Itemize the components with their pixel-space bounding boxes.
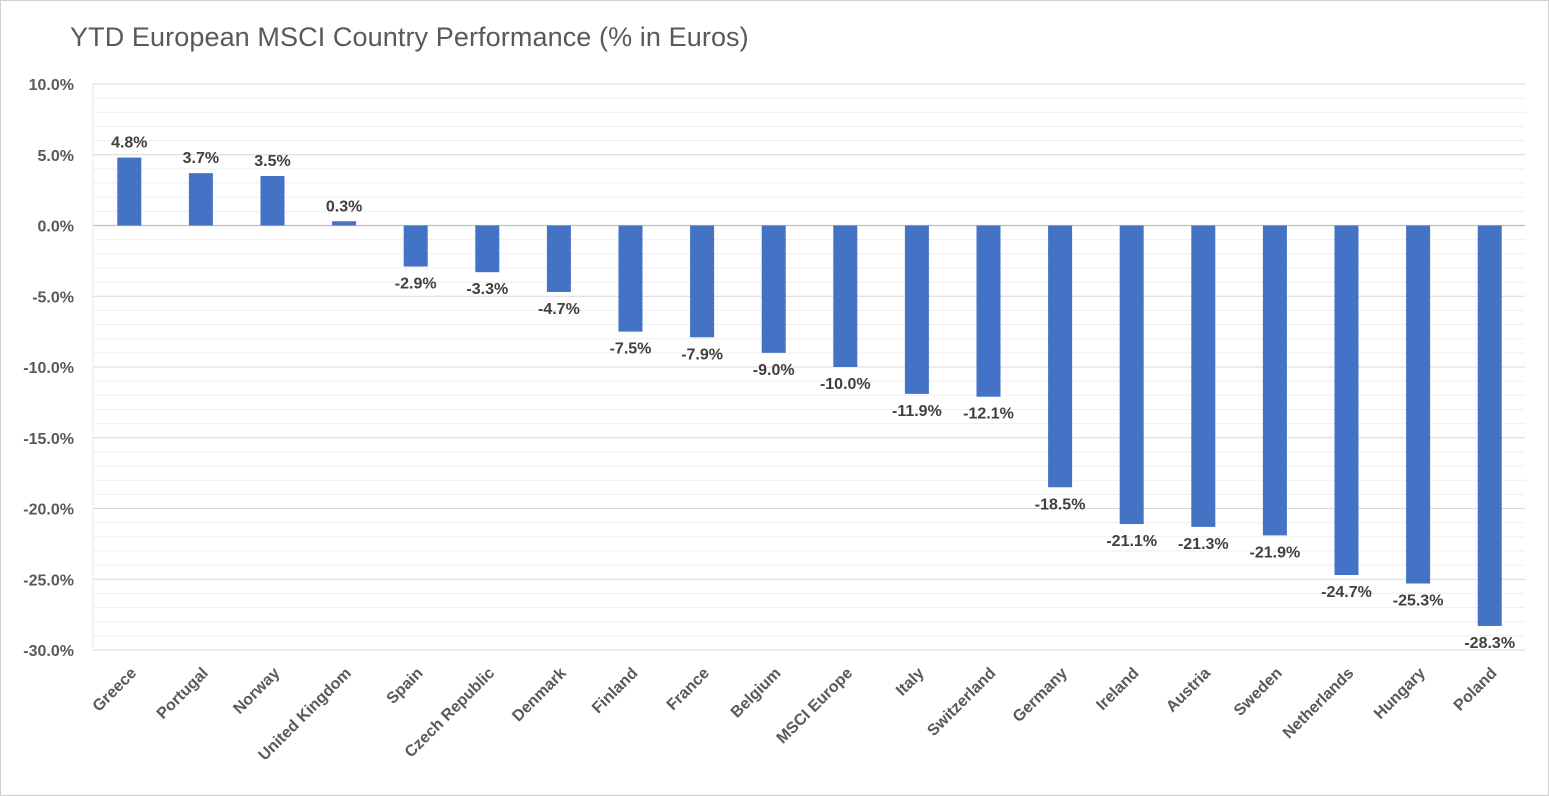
bar <box>761 225 786 353</box>
category-label: France <box>664 665 713 714</box>
bar <box>546 225 571 293</box>
bar <box>1406 225 1431 584</box>
category-label: Hungary <box>1371 665 1429 723</box>
y-tick-label: -30.0% <box>23 643 74 660</box>
bar <box>188 173 213 226</box>
bar <box>618 225 643 332</box>
bar <box>403 225 428 267</box>
bar <box>260 175 285 226</box>
data-label: -3.3% <box>466 281 508 298</box>
category-label: Ireland <box>1093 665 1142 714</box>
bar <box>1119 225 1144 525</box>
data-label: -11.9% <box>892 403 942 420</box>
data-label: -7.9% <box>681 346 723 363</box>
bars <box>117 157 1502 626</box>
data-labels: 4.8% 3.7% 3.5% 0.3% -2.9% -3.3% -4.7% -7.5% -7.9… <box>111 135 1515 652</box>
data-label: -10.0% <box>820 376 871 393</box>
y-tick-label: -5.0% <box>32 289 74 306</box>
y-tick-label: 10.0% <box>29 77 74 94</box>
bar <box>1477 225 1502 626</box>
bar <box>833 225 858 367</box>
category-label: Poland <box>1451 665 1501 715</box>
data-label: -9.0% <box>753 362 795 379</box>
category-label: Italy <box>893 665 928 700</box>
category-label: Netherlands <box>1280 665 1357 742</box>
data-label: -25.3% <box>1393 592 1444 609</box>
category-label: MSCI Europe <box>774 665 856 747</box>
minor-gridlines <box>93 97 1525 637</box>
category-label: Portugal <box>154 665 212 723</box>
data-label: -12.1% <box>963 406 1014 423</box>
data-label: -21.1% <box>1106 533 1157 550</box>
category-label: Belgium <box>728 665 785 722</box>
category-label: Norway <box>230 665 283 718</box>
data-label: -4.7% <box>538 301 580 318</box>
data-label: -18.5% <box>1035 496 1086 513</box>
category-label: Denmark <box>509 665 570 726</box>
data-label: -2.9% <box>395 276 437 293</box>
data-label: -24.7% <box>1321 584 1372 601</box>
category-label: Sweden <box>1231 665 1286 720</box>
data-label: 4.8% <box>111 135 147 152</box>
y-tick-label: -20.0% <box>23 502 74 519</box>
bar <box>1262 225 1287 536</box>
y-tick-label: -25.0% <box>23 572 74 589</box>
data-label: 3.5% <box>254 153 290 170</box>
data-label: -21.9% <box>1250 544 1301 561</box>
bar <box>904 225 929 394</box>
bar <box>1191 225 1216 527</box>
chart-title: YTD European MSCI Country Performance (%… <box>70 22 749 52</box>
bar <box>117 157 142 226</box>
category-label: Spain <box>384 665 427 708</box>
category-label: Austria <box>1163 665 1214 716</box>
data-label: -28.3% <box>1464 635 1515 652</box>
y-tick-label: -15.0% <box>23 431 74 448</box>
y-tick-label: -10.0% <box>23 360 74 377</box>
y-axis-tick-labels: 10.0% 5.0% 0.0% -5.0% -10.0% -15.0% -20.0% -25.… <box>23 77 74 660</box>
bar <box>1334 225 1359 576</box>
bar <box>475 225 500 273</box>
bar <box>1048 225 1073 488</box>
data-label: -7.5% <box>610 341 652 358</box>
bar <box>976 225 1001 397</box>
category-label: Finland <box>589 665 641 717</box>
category-label: Greece <box>90 665 140 715</box>
category-label: Germany <box>1010 665 1071 726</box>
data-label: -21.3% <box>1178 536 1229 553</box>
data-label: 3.7% <box>183 150 219 167</box>
y-tick-label: 0.0% <box>38 219 74 236</box>
bar <box>332 221 357 226</box>
bar <box>690 225 715 338</box>
data-label: 0.3% <box>326 198 362 215</box>
category-label: Switzerland <box>924 665 999 740</box>
y-tick-label: 5.0% <box>38 148 74 165</box>
